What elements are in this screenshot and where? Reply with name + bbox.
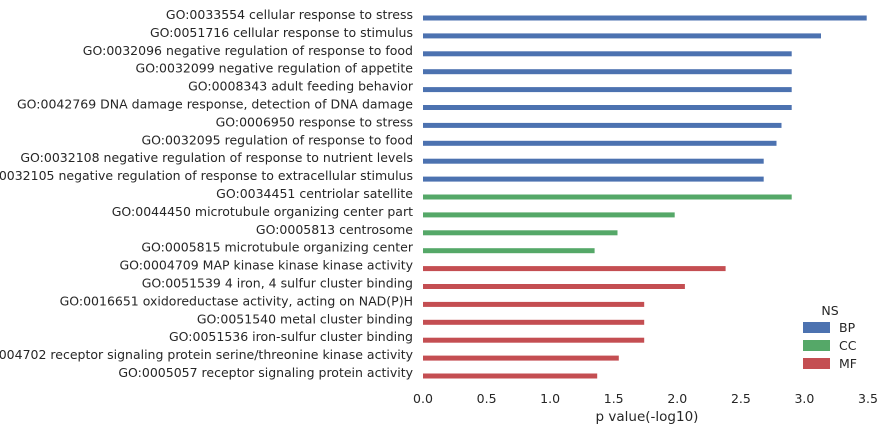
legend-label-mf: MF	[839, 356, 857, 371]
y-tick-label: GO:0051539 4 iron, 4 sulfur cluster bind…	[142, 276, 413, 291]
legend-swatch-cc	[803, 340, 830, 351]
y-tick-label: GO:0032095 regulation of response to foo…	[141, 132, 413, 147]
y-tick-label: GO:0032096 negative regulation of respon…	[83, 43, 413, 58]
y-tick-label: GO:0042769 DNA damage response, detectio…	[17, 97, 413, 112]
y-tick-label: GO:0004702 receptor signaling protein se…	[0, 347, 414, 362]
bar-mf-20	[423, 373, 598, 379]
legend-swatch-mf	[803, 358, 830, 369]
x-tick-label: 3.0	[794, 391, 814, 406]
bar-cc-12	[423, 230, 618, 236]
y-tick-labels: GO:0033554 cellular response to stress GO…	[0, 7, 414, 380]
x-tick-label: 0.5	[477, 391, 497, 406]
y-tick-label: GO:0032099 negative regulation of appeti…	[136, 61, 414, 76]
bars-group	[423, 15, 867, 379]
legend-swatch-bp	[803, 322, 830, 333]
x-tick-label: 1.0	[540, 391, 560, 406]
y-tick-label: GO:0005813 centrosome	[256, 222, 413, 237]
bar-mf-14	[423, 266, 726, 272]
y-tick-label: GO:0016651 oxidoreductase activity, acti…	[60, 293, 413, 308]
y-tick-label: GO:0032108 negative regulation of respon…	[20, 150, 413, 165]
x-tick-labels: 0.0 0.5 1.0 1.5 2.0 2.5 3.0 3.5	[413, 391, 878, 406]
y-tick-label: GO:0004709 MAP kinase kinase kinase acti…	[120, 258, 414, 273]
bar-bp-9	[423, 176, 764, 182]
legend-label-bp: BP	[839, 320, 856, 335]
bar-mf-16	[423, 301, 645, 307]
bar-bp-0	[423, 15, 867, 21]
bar-cc-11	[423, 212, 675, 218]
x-tick-label: 1.5	[604, 391, 624, 406]
x-tick-label: 3.5	[858, 391, 878, 406]
bar-bp-3	[423, 69, 792, 75]
legend-title: NS	[821, 303, 838, 318]
y-tick-label: GO:0044450 microtubule organizing center…	[112, 204, 413, 219]
y-tick-label: GO:0032105 negative regulation of respon…	[0, 168, 413, 183]
y-tick-label: GO:0034451 centriolar satellite	[216, 186, 413, 201]
bar-mf-15	[423, 284, 685, 289]
bar-bp-7	[423, 140, 777, 146]
x-tick-label: 2.0	[667, 391, 687, 406]
y-tick-label: GO:0005057 receptor signaling protein ac…	[118, 365, 413, 380]
bar-cc-13	[423, 248, 595, 254]
y-tick-label: GO:0051540 metal cluster binding	[197, 311, 413, 326]
y-tick-label: GO:0008343 adult feeding behavior	[188, 79, 414, 94]
y-tick-label: GO:0051536 iron-sulfur cluster binding	[169, 329, 413, 344]
bar-bp-2	[423, 51, 792, 57]
legend-label-cc: CC	[839, 338, 857, 353]
x-tick-label: 0.0	[413, 391, 433, 406]
bar-bp-1	[423, 33, 821, 39]
bar-bp-4	[423, 87, 792, 93]
bar-bp-6	[423, 122, 782, 128]
bar-bp-5	[423, 105, 792, 110]
x-axis-label: p value(-log10)	[596, 409, 699, 425]
y-tick-label: GO:0033554 cellular response to stress	[166, 7, 413, 22]
bar-bp-8	[423, 158, 764, 164]
bar-mf-18	[423, 337, 645, 343]
y-tick-label: GO:0005815 microtubule organizing center	[141, 240, 414, 255]
y-tick-label: GO:0051716 cellular response to stimulus	[150, 25, 413, 40]
x-tick-label: 2.5	[731, 391, 751, 406]
bar-mf-17	[423, 319, 645, 325]
bar-mf-19	[423, 355, 619, 361]
legend: NS BP CC MF	[803, 303, 857, 371]
bar-cc-10	[423, 194, 792, 200]
y-tick-label: GO:0006950 response to stress	[216, 114, 413, 129]
